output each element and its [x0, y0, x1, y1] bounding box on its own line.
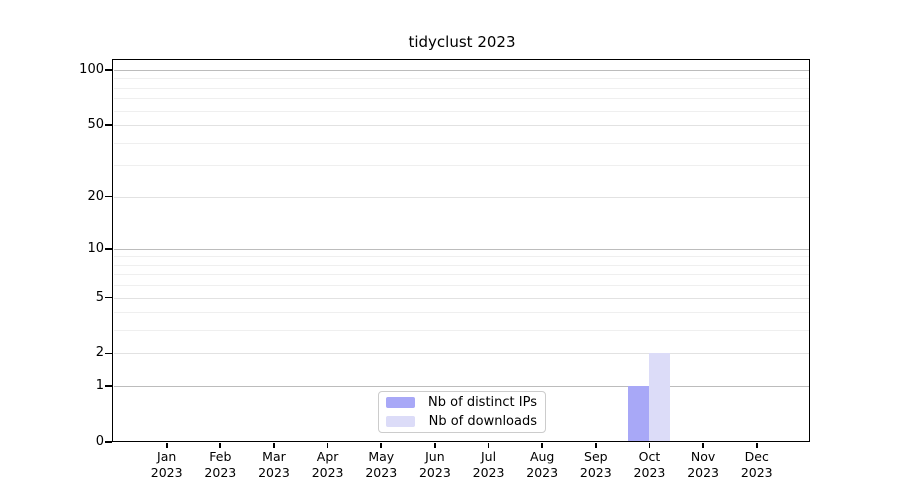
y-tick-mark [105, 352, 112, 355]
gridline-minor [114, 285, 810, 287]
x-tick-month: May [368, 449, 395, 464]
x-tick-label: Dec 2023 [725, 449, 789, 481]
x-tick-mark [648, 443, 651, 448]
x-tick-month: Jan [157, 449, 177, 464]
y-tick-label: 0 [95, 434, 104, 449]
legend-label: Nb of downloads [428, 413, 537, 429]
x-tick-label: Feb 2023 [188, 449, 252, 481]
x-tick-year: 2023 [150, 465, 183, 480]
gridline-mid [114, 297, 810, 299]
gridline-minor [114, 110, 810, 112]
y-tick-mark [105, 195, 112, 198]
x-tick-mark [380, 443, 383, 448]
x-tick-label: Jun 2023 [403, 449, 467, 481]
x-tick-mark [434, 443, 436, 448]
gridline-mid [114, 353, 810, 355]
x-tick-label: Jul 2023 [457, 449, 521, 481]
legend-swatch-icon [386, 397, 415, 409]
y-tick-label: 1 [95, 378, 104, 394]
x-tick-label: Jan 2023 [135, 449, 199, 481]
y-tick-mark [105, 124, 112, 126]
bar-nb-of-downloads-oct-2023 [649, 353, 671, 442]
x-tick-mark [219, 443, 222, 448]
x-tick-mark [594, 443, 597, 448]
bar-nb-of-distinct-ips-oct-2023 [628, 386, 650, 442]
y-tick-mark [105, 296, 112, 299]
gridline-major [114, 70, 810, 71]
chart-title: tidyclust 2023 [408, 33, 516, 51]
x-tick-month: Oct [638, 449, 661, 464]
x-tick-month: Apr [316, 449, 339, 464]
y-tick-mark [105, 441, 112, 443]
x-tick-mark [273, 443, 275, 448]
y-tick-mark [105, 247, 112, 250]
x-tick-year: 2023 [365, 465, 398, 480]
gridline-mid [114, 196, 810, 198]
gridline-major [114, 386, 810, 388]
legend-swatch-icon [386, 415, 415, 427]
x-tick-year: 2023 [258, 465, 290, 480]
gridline-minor [114, 165, 810, 167]
x-tick-label: Mar 2023 [242, 449, 306, 481]
legend: Nb of distinct IPs Nb of downloads [378, 391, 546, 433]
y-tick-label: 10 [87, 240, 104, 256]
x-tick-year: 2023 [418, 465, 451, 480]
x-tick-mark [755, 443, 758, 448]
gridline-minor [114, 330, 810, 332]
x-tick-mark [326, 443, 329, 448]
x-tick-label: Aug 2023 [510, 449, 574, 481]
x-tick-month: Jun [425, 449, 445, 464]
x-tick-mark [165, 443, 168, 448]
x-tick-year: 2023 [740, 465, 773, 480]
x-tick-month: Dec [744, 449, 769, 464]
x-tick-year: 2023 [579, 465, 612, 480]
plot-border [112, 59, 810, 442]
gridline-minor [114, 264, 810, 266]
x-tick-year: 2023 [633, 465, 666, 480]
gridline-mid [114, 125, 810, 127]
x-tick-year: 2023 [526, 465, 559, 480]
x-tick-label: Oct 2023 [617, 449, 681, 481]
x-tick-month: Aug [529, 449, 555, 464]
x-tick-label: May 2023 [349, 449, 413, 481]
x-tick-year: 2023 [687, 465, 719, 480]
x-tick-mark [487, 443, 490, 448]
y-tick-label: 100 [79, 62, 104, 77]
gridline-minor [114, 312, 810, 314]
y-tick-label: 5 [95, 289, 104, 305]
x-tick-label: Nov 2023 [671, 449, 735, 481]
x-tick-month: Mar [262, 449, 286, 464]
x-tick-month: Sep [584, 449, 608, 464]
x-tick-month: Feb [209, 449, 232, 464]
gridline-minor [114, 87, 810, 89]
x-tick-year: 2023 [311, 465, 344, 480]
gridline-minor [114, 274, 810, 276]
legend-item: Nb of distinct IPs [386, 395, 537, 411]
x-tick-label: Sep 2023 [564, 449, 628, 481]
y-tick-mark [105, 385, 112, 387]
y-tick-label: 2 [95, 345, 104, 361]
x-tick-month: Nov [690, 449, 716, 464]
y-tick-mark [105, 69, 112, 71]
x-tick-month: Jul [480, 449, 497, 464]
x-tick-year: 2023 [472, 465, 505, 480]
x-tick-label: Apr 2023 [296, 449, 360, 481]
gridline-minor [114, 142, 810, 144]
x-tick-year: 2023 [204, 465, 237, 480]
gridline-minor [114, 78, 810, 80]
legend-label: Nb of distinct IPs [428, 395, 537, 411]
x-tick-mark [541, 443, 544, 448]
x-tick-mark [702, 443, 704, 448]
gridline-minor [114, 98, 810, 100]
y-tick-label: 20 [87, 188, 104, 204]
legend-item: Nb of downloads [386, 414, 537, 430]
y-tick-label: 50 [87, 117, 104, 133]
gridline-minor [114, 256, 810, 258]
gridline-major [114, 248, 810, 250]
